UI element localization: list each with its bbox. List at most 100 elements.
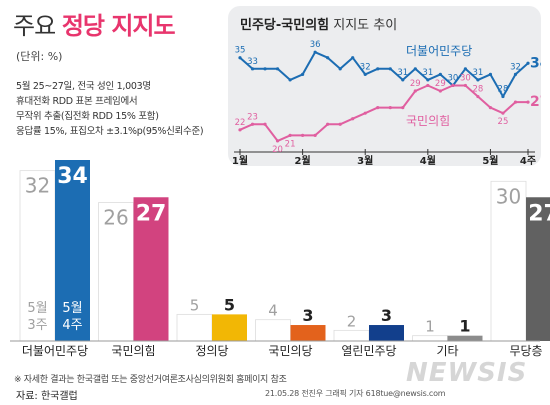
category-label: 국민의힘 xyxy=(111,344,155,358)
bar-this-week xyxy=(447,335,483,341)
series-point xyxy=(526,100,530,104)
series-point xyxy=(388,67,392,71)
series-point xyxy=(451,83,455,88)
bar-value-this: 27 xyxy=(136,201,167,226)
bar-value-prev: 32 xyxy=(25,174,50,198)
series-point xyxy=(501,111,505,115)
series-point xyxy=(426,78,430,82)
line-point-label: 29 xyxy=(435,79,446,89)
x-tick-label: 3월 xyxy=(357,155,373,166)
line-point-label: 31 xyxy=(422,68,433,78)
series-point xyxy=(326,56,330,60)
line-point-label: 35 xyxy=(235,46,246,56)
x-tick-label: 4월 xyxy=(420,155,436,166)
series-point xyxy=(263,122,267,126)
series-point xyxy=(476,94,480,99)
line-point-label: 32 xyxy=(510,62,521,72)
bar-value-prev: 26 xyxy=(103,206,128,230)
bar-this-week xyxy=(133,197,169,341)
bar-prev-week xyxy=(412,335,448,342)
bar-value-prev: 2 xyxy=(347,312,357,330)
series-point xyxy=(488,106,493,110)
week-label-this: 5월 xyxy=(62,301,82,316)
series-point xyxy=(426,83,430,88)
series-label-democratic: 더불어민주당 xyxy=(406,44,473,58)
footer-note: ※ 자세한 결과는 한국갤럽 또는 중앙선거여론조사심의위원회 홈페이지 참조 xyxy=(14,375,287,385)
line-chart-panel: 민주당-국민의힘 지지도 추이 더불어민주당 국민의힘 1월 2월 3월 4월 5월 4주… xyxy=(228,6,541,166)
bar-this-week xyxy=(212,314,247,341)
line-chart-title: 민주당-국민의힘 지지도 추이 xyxy=(240,14,397,33)
series-point xyxy=(351,56,355,60)
bar-prev-week xyxy=(490,180,527,342)
line-point-label: 25 xyxy=(498,117,509,127)
series-point xyxy=(388,106,392,110)
week-label-this: 4주 xyxy=(62,318,82,333)
series-point xyxy=(313,133,317,137)
bar-chart: 32 34 더불어민주당 26 27 국민의힘 5 5 정의당 4 3 국민의당 2 3 열린민주당 1 1기타… xyxy=(10,160,550,358)
series-point xyxy=(338,122,342,126)
series-point xyxy=(401,78,405,82)
category-label: 열린민주당 xyxy=(341,344,396,358)
bar-value-prev: 5 xyxy=(190,296,200,314)
line-point-label: 36 xyxy=(310,40,321,50)
bar-this-week xyxy=(290,325,326,341)
series-point xyxy=(401,106,405,110)
bar-prev-week xyxy=(255,319,291,342)
line-point-label: 21 xyxy=(285,139,296,149)
bar-this-week xyxy=(526,197,550,341)
bar-prev-week xyxy=(176,313,213,342)
line-point-label: 23 xyxy=(247,112,258,122)
watermark-logo: NEWSIS xyxy=(406,358,528,388)
bar-prev-week xyxy=(333,329,370,342)
line-point-label: 34 xyxy=(530,55,541,71)
bar-prev-week xyxy=(98,202,134,342)
series-point xyxy=(476,78,480,82)
line-point-label: 29 xyxy=(410,79,421,89)
bar-value-this: 34 xyxy=(57,164,88,189)
series-point xyxy=(275,139,280,143)
bar-value-this: 27 xyxy=(528,201,550,226)
series-point xyxy=(351,117,355,121)
unit-label: (단위: %) xyxy=(16,50,63,63)
series-point xyxy=(363,111,367,115)
series-point xyxy=(288,133,292,137)
line-title-normal: 지지도 추이 xyxy=(333,18,398,33)
bar-prev-week xyxy=(19,170,56,342)
bar-this-week xyxy=(55,160,90,341)
series-point xyxy=(513,100,518,104)
series-point xyxy=(238,128,242,132)
series-point xyxy=(363,72,367,76)
series-point xyxy=(250,67,255,71)
line-point-label: 20 xyxy=(272,145,283,155)
survey-note: 무작위 추출(집전화 RDD 15% 포함) xyxy=(16,111,159,122)
title-light: 주요 xyxy=(13,12,56,40)
category-label: 무당층 xyxy=(509,344,542,358)
category-label: 국민의당 xyxy=(268,344,312,358)
line-point-label: 27 xyxy=(530,94,541,110)
week-label-prev: 5월 xyxy=(27,301,47,316)
x-tick-label: 1월 xyxy=(232,155,248,166)
series-label-ppp: 국민의힘 xyxy=(406,114,451,128)
line-point-label: 28 xyxy=(498,85,509,95)
series-point xyxy=(275,67,280,71)
series-point xyxy=(288,78,292,82)
line-point-label: 32 xyxy=(360,62,371,72)
category-label: 더불어민주당 xyxy=(22,344,88,358)
series-point xyxy=(301,133,305,137)
bar-this-week xyxy=(369,325,404,341)
series-point xyxy=(463,83,467,88)
series-point xyxy=(250,122,255,126)
line-point-label: 31 xyxy=(397,68,408,78)
bar-value-prev: 4 xyxy=(268,302,278,320)
series-line-democratic xyxy=(239,51,529,98)
series-point xyxy=(513,72,518,76)
bar-value-prev: 30 xyxy=(496,184,521,208)
bar-value-this: 3 xyxy=(381,306,392,325)
bar-value-prev: 1 xyxy=(425,318,435,336)
x-tick-label: 5월 xyxy=(482,155,498,166)
line-point-label: 33 xyxy=(247,57,258,67)
series-line-ppp xyxy=(239,84,528,142)
bar-value-this: 3 xyxy=(302,306,313,325)
series-point xyxy=(438,89,442,93)
series-point xyxy=(376,106,380,110)
